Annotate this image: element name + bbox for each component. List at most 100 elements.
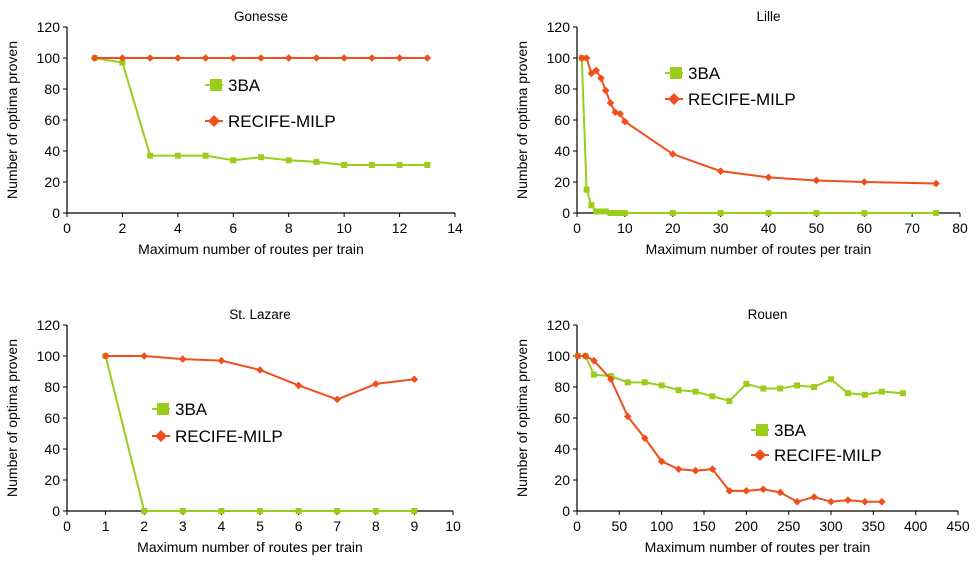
legend-label-recife-milp: RECIFE-MILP: [774, 446, 882, 465]
data-point-recife-milp: [587, 69, 596, 78]
data-point-recife-milp: [577, 54, 586, 62]
data-point-recife-milp: [812, 176, 821, 185]
x-tick-label: 6: [229, 220, 237, 236]
chart-title: Gonesse: [234, 9, 288, 24]
data-point-recife-milp: [395, 54, 404, 62]
data-point-3ba: [811, 384, 818, 390]
x-tick-label: 100: [650, 518, 674, 534]
data-point-3ba: [295, 508, 302, 514]
x-tick-label: 2: [119, 220, 127, 236]
y-tick-label: 0: [52, 503, 60, 519]
data-point-3ba: [202, 152, 209, 159]
x-tick-label: 300: [819, 518, 843, 534]
data-point-recife-milp: [657, 457, 666, 466]
data-point-3ba: [368, 161, 375, 168]
data-point-3ba: [285, 157, 292, 164]
x-tick-label: 50: [612, 518, 628, 534]
data-point-3ba: [257, 508, 263, 514]
data-point-recife-milp: [708, 465, 717, 473]
data-point-recife-milp: [932, 179, 940, 188]
x-tick-label: 250: [777, 518, 801, 534]
chart-panel-st-lazare: St. Lazare 0 20 40 60 80 100 120 0 1 2 3 4 5 6 7 8 9 10 Max…: [4, 307, 461, 555]
data-point-recife-milp: [312, 54, 321, 62]
data-point-recife-milp: [624, 412, 632, 421]
data-point-recife-milp: [118, 54, 127, 62]
data-point-recife-milp: [423, 54, 432, 62]
data-point-recife-milp: [759, 485, 768, 494]
y-axis-title: Number of optima proven: [514, 339, 530, 497]
data-point-recife-milp: [294, 381, 303, 390]
y-tick-label: 100: [37, 348, 61, 364]
data-point-3ba: [641, 379, 648, 386]
y-tick-label: 20: [554, 174, 570, 190]
data-point-3ba: [334, 508, 341, 514]
y-tick-label: 20: [44, 174, 60, 190]
x-tick-label: 60: [856, 220, 872, 236]
x-axis-title: Maximum number of routes per train: [645, 539, 871, 555]
x-axis-title: Maximum number of routes per train: [137, 539, 363, 555]
y-tick-label: 20: [554, 472, 570, 488]
data-point-recife-milp: [827, 497, 835, 506]
x-tick-label: 30: [713, 220, 729, 236]
data-point-recife-milp: [284, 54, 293, 62]
data-point-3ba: [878, 388, 885, 395]
data-point-3ba: [658, 382, 665, 389]
legend-label-recife-milp: RECIFE-MILP: [175, 427, 283, 446]
y-tick-label: 120: [547, 317, 571, 333]
series-line-3ba: [580, 57, 937, 214]
y-tick-label: 60: [44, 112, 60, 128]
data-point-recife-milp: [606, 99, 615, 107]
data-point-3ba: [777, 385, 784, 392]
data-point-3ba: [692, 388, 699, 395]
data-point-3ba: [258, 154, 264, 161]
data-point-3ba: [583, 186, 590, 193]
data-point-3ba: [607, 210, 614, 216]
data-point-3ba: [141, 508, 148, 514]
data-point-recife-milp: [574, 352, 582, 360]
data-point-recife-milp: [174, 54, 182, 62]
data-point-recife-milp: [810, 493, 818, 501]
data-point-3ba: [760, 385, 767, 392]
x-tick-label: 10: [445, 518, 461, 534]
x-axis-title: Maximum number of routes per train: [138, 241, 364, 257]
data-point-3ba: [624, 379, 631, 386]
legend-marker-recife-milp: [155, 430, 167, 442]
x-tick-label: 70: [904, 220, 920, 236]
x-tick-label: 8: [285, 220, 293, 236]
legend-marker-recife-milp: [668, 93, 680, 105]
chart-panel-rouen: Rouen 0 20 40 60 80 100 120 0 50 100 150 200 250 300 35…: [514, 307, 970, 555]
y-tick-label: 80: [554, 379, 570, 395]
legend-marker-recife-milp: [754, 449, 766, 461]
data-point-recife-milp: [878, 497, 886, 506]
data-point-3ba: [861, 210, 868, 216]
data-point-3ba: [341, 161, 348, 168]
x-tick-label: 200: [735, 518, 759, 534]
data-point-3ba: [372, 508, 379, 514]
y-tick-label: 80: [554, 81, 570, 97]
y-tick-label: 120: [37, 317, 61, 333]
chart-title: Lille: [756, 9, 780, 24]
data-point-3ba: [933, 210, 940, 216]
legend-label-3ba: 3BA: [228, 76, 261, 95]
legend-label-3ba: 3BA: [688, 64, 721, 83]
data-point-3ba: [147, 152, 154, 159]
x-tick-label: 400: [904, 518, 928, 534]
data-point-recife-milp: [372, 380, 380, 388]
x-tick-label: 150: [692, 518, 716, 534]
y-tick-label: 100: [37, 50, 61, 66]
data-point-recife-milp: [860, 178, 869, 186]
data-point-3ba: [899, 390, 906, 397]
series-line-recife-milp: [577, 355, 882, 503]
x-tick-label: 10: [617, 220, 633, 236]
data-point-3ba: [588, 202, 595, 209]
y-axis-title: Number of optima proven: [4, 339, 20, 497]
data-point-3ba: [675, 387, 682, 394]
x-tick-label: 450: [946, 518, 970, 534]
data-point-3ba: [765, 210, 772, 216]
y-tick-label: 40: [554, 441, 570, 457]
x-tick-label: 0: [63, 220, 71, 236]
data-point-3ba: [597, 208, 604, 215]
y-tick-label: 60: [554, 410, 570, 426]
data-point-recife-milp: [146, 54, 154, 62]
x-tick-label: 12: [392, 220, 408, 236]
